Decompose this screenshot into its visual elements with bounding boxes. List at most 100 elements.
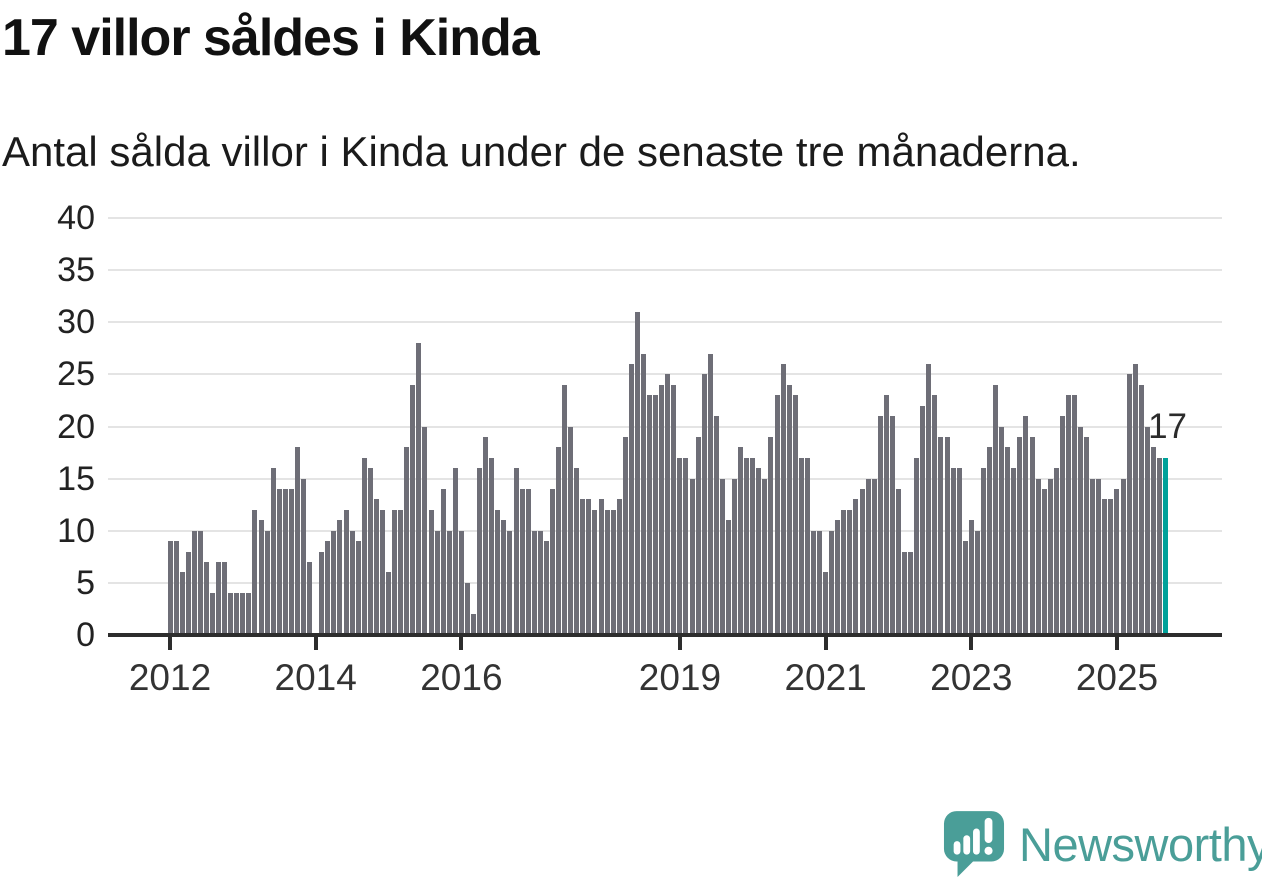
bar xyxy=(732,478,738,635)
page-title: 17 villor såldes i Kinda xyxy=(2,9,540,67)
y-axis-tick-label: 20 xyxy=(57,407,95,446)
y-gridline xyxy=(108,217,1222,219)
y-axis-tick-label: 15 xyxy=(57,459,95,498)
bar xyxy=(689,478,695,635)
bar xyxy=(647,395,653,635)
bar xyxy=(1132,363,1138,635)
bar xyxy=(598,499,604,635)
bar xyxy=(1023,416,1029,635)
bar xyxy=(993,384,999,635)
bar xyxy=(895,489,901,635)
bar xyxy=(1108,499,1114,635)
bar xyxy=(531,530,537,635)
newsworthy-logo-icon xyxy=(943,811,1005,877)
bar xyxy=(1041,489,1047,635)
page-subtitle: Antal sålda villor i Kinda under de sena… xyxy=(2,128,1081,175)
x-axis-tick-label: 2012 xyxy=(128,657,212,698)
bar xyxy=(428,509,434,635)
x-axis-tick xyxy=(459,636,464,650)
bar xyxy=(744,457,750,635)
bar xyxy=(440,489,446,635)
bar xyxy=(762,478,768,635)
bar xyxy=(725,520,731,635)
x-axis-tick xyxy=(969,636,974,650)
bar xyxy=(252,509,258,635)
y-axis-tick-label: 35 xyxy=(57,251,95,290)
bar xyxy=(216,562,222,635)
bar xyxy=(1138,384,1144,635)
bar xyxy=(774,395,780,635)
bar xyxy=(519,489,525,635)
bar xyxy=(373,499,379,635)
bar xyxy=(592,509,598,635)
bar xyxy=(707,353,713,635)
bar xyxy=(483,436,489,635)
bar xyxy=(234,593,240,635)
y-gridline xyxy=(108,529,1222,532)
x-axis-tick-label: 2014 xyxy=(274,657,357,698)
bar xyxy=(932,395,938,635)
bar xyxy=(222,562,228,635)
bar xyxy=(568,426,574,635)
bar xyxy=(634,311,640,635)
bar xyxy=(574,468,580,635)
bar xyxy=(713,416,719,635)
bar xyxy=(792,395,798,635)
bar xyxy=(562,384,568,635)
bar xyxy=(434,530,440,635)
bar xyxy=(270,468,276,635)
x-axis-tick-label: 2016 xyxy=(420,657,503,698)
y-axis-tick-label: 10 xyxy=(57,511,95,550)
bar xyxy=(780,363,786,635)
bar xyxy=(471,614,477,635)
x-axis-tick xyxy=(1114,636,1119,650)
bar xyxy=(640,353,646,635)
bar xyxy=(835,520,841,635)
bar xyxy=(246,593,252,635)
newsworthy-logo[interactable]: Newsworthy xyxy=(943,810,1262,878)
last-value-label: 17 xyxy=(1148,406,1188,446)
bar xyxy=(495,509,501,635)
bar xyxy=(501,520,507,635)
bar xyxy=(282,489,288,635)
bar xyxy=(1084,436,1090,635)
bar xyxy=(1035,478,1041,635)
bar xyxy=(719,478,725,635)
bar xyxy=(556,447,561,635)
bar xyxy=(1156,457,1162,635)
bar xyxy=(859,489,865,635)
bar xyxy=(883,395,889,635)
bar xyxy=(968,520,974,635)
bar xyxy=(786,384,792,635)
bar xyxy=(622,436,628,635)
bar xyxy=(817,530,823,635)
bar xyxy=(525,489,531,635)
bar xyxy=(367,468,373,635)
x-axis-tick-label: 2025 xyxy=(1075,657,1159,698)
y-gridline xyxy=(108,321,1222,324)
bar xyxy=(1120,478,1126,635)
bar xyxy=(665,374,671,635)
bar xyxy=(987,447,993,635)
bar xyxy=(974,530,980,635)
bar xyxy=(404,447,410,635)
bar xyxy=(950,468,956,635)
bar xyxy=(853,499,859,635)
bar xyxy=(823,572,829,635)
x-axis-tick xyxy=(823,636,828,650)
bar xyxy=(294,447,300,635)
y-axis-tick-label: 25 xyxy=(57,355,95,394)
bar xyxy=(1005,447,1011,635)
bar xyxy=(343,509,349,635)
bar xyxy=(276,489,282,635)
bar xyxy=(307,562,313,635)
bar xyxy=(392,509,398,635)
newsworthy-wordmark: Newsworthy xyxy=(1019,817,1262,871)
bar xyxy=(810,530,816,635)
y-axis-tick-label: 40 xyxy=(57,199,95,237)
bar xyxy=(379,509,385,635)
bar xyxy=(386,572,392,635)
bar xyxy=(1029,436,1035,635)
bar xyxy=(167,541,173,635)
